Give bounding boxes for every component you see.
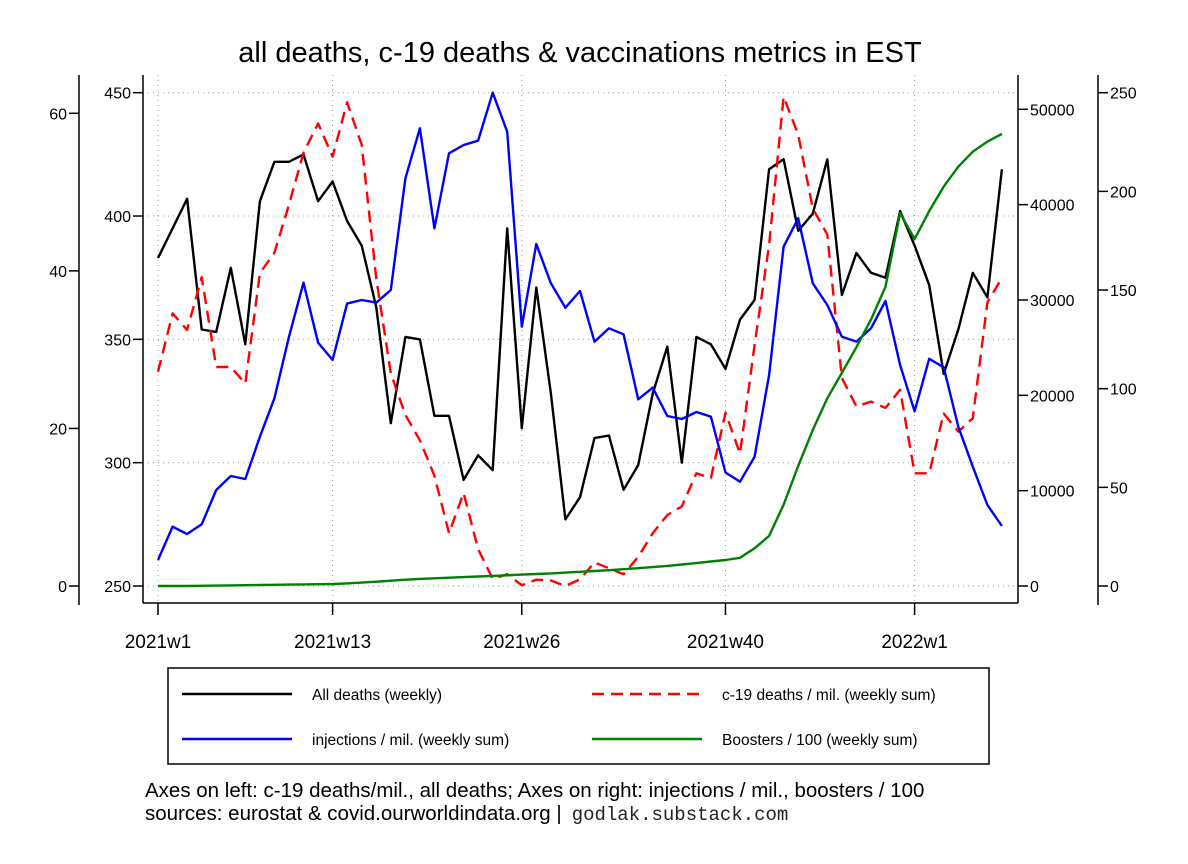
x-tick-label: 2021w13 <box>294 632 371 653</box>
tick-label-right-inner: 40000 <box>1030 198 1075 215</box>
tick-label-right-outer: 150 <box>1110 283 1137 300</box>
footer-axes-note: Axes on left: c-19 deaths/mil., all deat… <box>145 779 925 802</box>
tick-label-left-outer: 40 <box>49 264 67 281</box>
tick-label-right-inner: 50000 <box>1030 102 1075 119</box>
tick-label-left-outer: 20 <box>49 421 67 438</box>
x-tick-label: 2022w1 <box>881 632 948 653</box>
legend-label: Boosters / 100 (weekly sum) <box>722 732 918 749</box>
tick-label-left-inner: 350 <box>104 332 131 349</box>
chart-title: all deaths, c-19 deaths & vaccinations m… <box>238 37 922 69</box>
axes: 250 300 350 400 450 0 20 40 60 0 10000 20000 30000 40… <box>49 75 1137 653</box>
legend-box <box>167 667 990 765</box>
series-line-c19 <box>156 95 1003 588</box>
tick-label-right-outer: 200 <box>1110 184 1137 201</box>
series-lines <box>156 91 1004 588</box>
series-line-all <box>156 153 1004 521</box>
tick-label-left-inner: 300 <box>104 456 131 473</box>
tick-label-left-inner: 450 <box>104 86 131 103</box>
grid <box>143 75 1018 603</box>
x-tick-label: 2021w26 <box>483 632 560 653</box>
tick-label-right-outer: 50 <box>1110 480 1128 497</box>
legend-label: All deaths (weekly) <box>312 687 442 704</box>
x-tick-label: 2021w40 <box>687 632 764 653</box>
footer: Axes on left: c-19 deaths/mil., all deat… <box>145 779 924 827</box>
legend-label: injections / mil. (weekly sum) <box>312 732 509 749</box>
tick-label-right-inner: 30000 <box>1030 293 1075 310</box>
footer-sources: sources: eurostat & covid.ourworldindata… <box>145 802 924 827</box>
x-tick-label: 2021w1 <box>125 632 192 653</box>
tick-label-left-inner: 400 <box>104 209 131 226</box>
legend: All deaths (weekly) c-19 deaths / mil. (w… <box>167 667 990 765</box>
tick-label-right-inner: 10000 <box>1030 484 1075 501</box>
tick-label-left-outer: 60 <box>49 106 67 123</box>
footer-sources-text: sources: eurostat & covid.ourworldindata… <box>145 802 562 825</box>
tick-label-right-inner: 20000 <box>1030 388 1075 405</box>
tick-label-right-outer: 250 <box>1110 86 1137 103</box>
tick-label-right-inner: 0 <box>1030 579 1039 596</box>
tick-label-left-outer: 0 <box>58 579 67 596</box>
tick-label-right-outer: 100 <box>1110 382 1137 399</box>
footer-site[interactable]: godlak.substack.com <box>571 804 789 826</box>
tick-label-left-inner: 250 <box>104 579 131 596</box>
series-line-boosters <box>158 132 1003 588</box>
tick-label-right-outer: 0 <box>1110 579 1119 596</box>
legend-label: c-19 deaths / mil. (weekly sum) <box>722 687 936 704</box>
